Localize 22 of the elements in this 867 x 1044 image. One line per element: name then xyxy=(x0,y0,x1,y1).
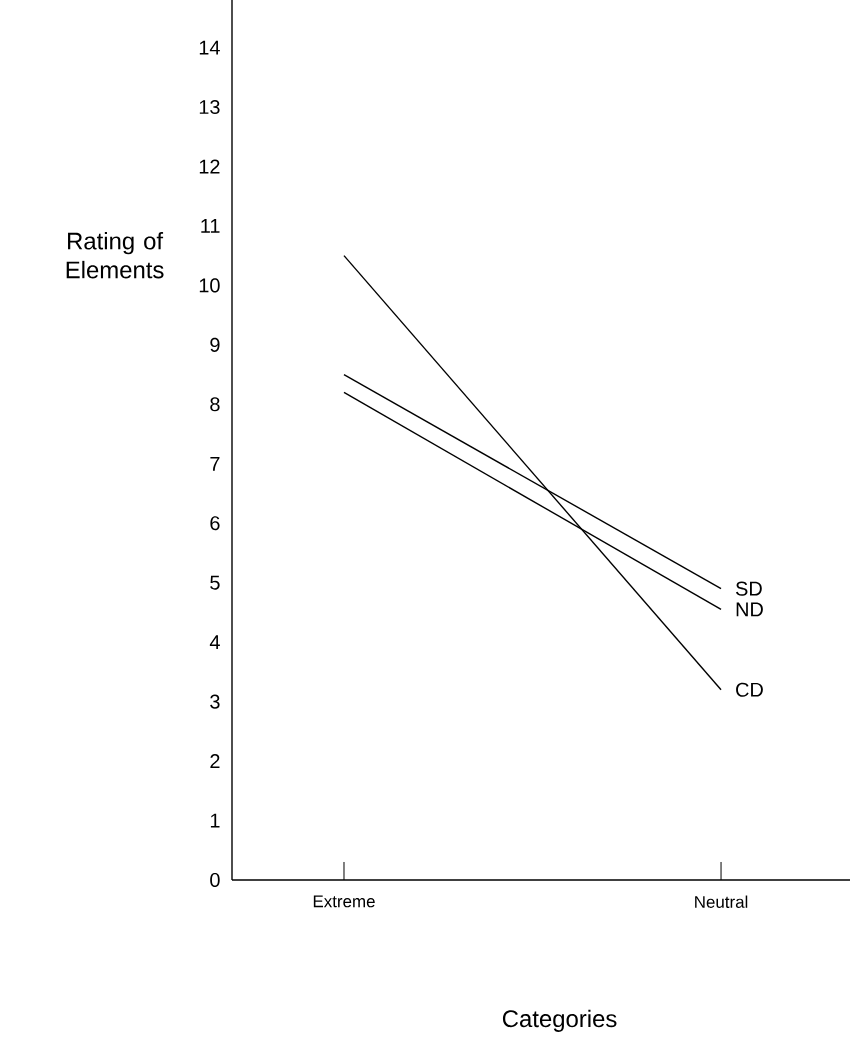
y-tick-label: 1 xyxy=(210,813,220,828)
y-tick-label: 6 xyxy=(210,516,220,531)
y-tick-label: 13 xyxy=(199,99,220,115)
series-label: ND xyxy=(736,602,763,617)
series-label: CD xyxy=(736,682,763,697)
y-axis-title: Rating of Elements xyxy=(66,231,164,279)
y-tick-label: 5 xyxy=(210,575,220,590)
y-tick-label: 2 xyxy=(210,754,220,769)
y-tick-label: 10 xyxy=(199,278,220,293)
y-tick-label: 4 xyxy=(209,635,220,650)
x-tick-label: Extreme xyxy=(313,895,375,908)
y-tick-label: 14 xyxy=(199,40,220,55)
y-tick-label: 3 xyxy=(210,694,220,709)
series-label: SD xyxy=(735,581,762,596)
y-tick-label: 11 xyxy=(201,219,220,233)
y-tick-label: 12 xyxy=(199,159,220,174)
x-axis-title: Categories xyxy=(502,1009,617,1032)
x-tick-label: Neutral xyxy=(695,895,748,908)
y-tick-label: 9 xyxy=(210,337,220,352)
y-tick-label: 8 xyxy=(210,397,220,412)
y-tick-label: 0 xyxy=(210,872,220,888)
y-tick-label: 7 xyxy=(210,456,220,471)
